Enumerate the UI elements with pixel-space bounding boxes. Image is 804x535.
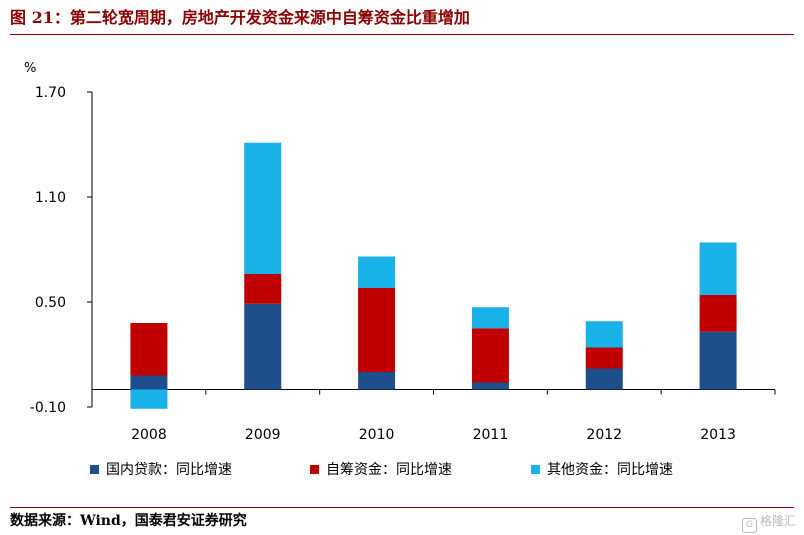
bar-segment [244,274,282,304]
bar-segment [244,142,282,274]
watermark-text: 格隆汇 [759,514,796,528]
x-tick-label: 2010 [359,427,395,443]
bar-chart: 1.70 1.10 0.50 -0.10% 2008 2009 2010 2011 2012 20… [24,61,776,478]
y-tick-label: -0.10 [30,400,66,416]
title-divider [10,34,794,35]
x-tick-label: 2009 [245,427,281,443]
y-tick-label: 0.50 [35,295,66,311]
bar-segment [585,368,623,390]
bar-segment [358,288,396,372]
x-tick-label: 2011 [473,427,509,443]
chart-bars [130,142,737,409]
bar-segment [699,242,737,295]
legend-label: 自筹资金：同比增速 [326,461,452,478]
bar-segment [358,372,396,390]
watermark-logo-icon: G [741,518,757,533]
source-divider [10,507,794,508]
bar-segment [699,295,737,332]
bar-segment [471,382,509,390]
chart-legend: 国内贷款：同比增速 自筹资金：同比增速 其他资金：同比增速 [90,461,673,478]
legend-swatch [90,465,99,474]
chart-axes [87,91,776,408]
x-tick-label: 2012 [586,427,622,443]
y-tick-label: 1.70 [35,85,66,101]
bar-segment [358,256,396,288]
y-axis-unit: % [24,61,36,76]
y-tick-label: 1.10 [35,190,66,206]
x-tick-label: 2008 [131,427,167,443]
watermark: G 格隆汇 [741,512,796,533]
chart-labels: 1.70 1.10 0.50 -0.10% 2008 2009 2010 2011 2012 20… [24,61,736,443]
source-note: 数据来源：Wind，国泰君安证券研究 [10,513,247,529]
bar-segment [130,375,168,390]
legend-swatch [531,465,540,474]
legend-label: 国内贷款：同比增速 [106,462,232,478]
legend-label: 其他资金：同比增速 [547,462,673,478]
bar-segment [130,323,168,376]
bar-segment [585,321,623,348]
x-tick-label: 2013 [700,427,736,443]
bar-segment [471,307,509,329]
bar-segment [585,347,623,369]
bar-segment [130,389,168,409]
bar-segment [699,331,737,390]
chart-title: 图 21：第二轮宽周期，房地产开发资金来源中自筹资金比重增加 [10,8,470,27]
bar-segment [471,328,509,383]
legend-swatch [310,465,319,474]
bar-segment [244,303,282,390]
